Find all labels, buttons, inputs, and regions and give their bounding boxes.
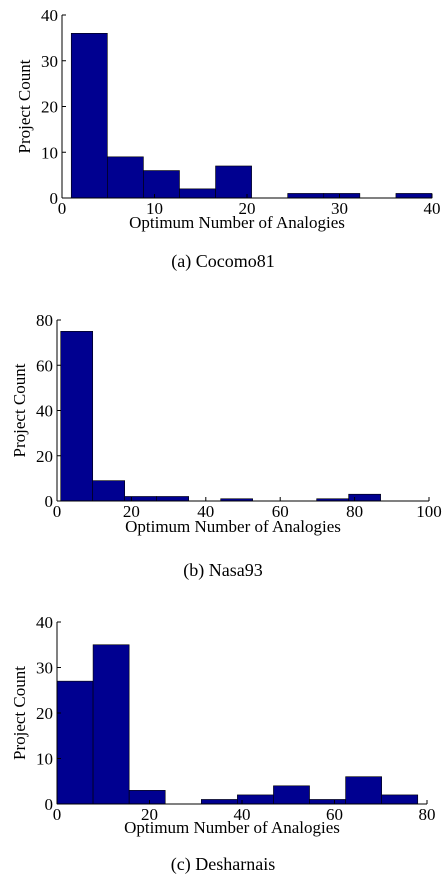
x-tick-label: 20 xyxy=(239,199,256,218)
x-tick-label: 0 xyxy=(53,805,62,824)
bar xyxy=(60,331,94,502)
x-tick-label: 60 xyxy=(326,805,343,824)
y-tick-label: 0 xyxy=(45,492,54,511)
bar xyxy=(70,32,108,199)
x-tick-label: 40 xyxy=(197,502,214,521)
x-tick-label: 80 xyxy=(346,502,363,521)
x-tick-label: 40 xyxy=(424,199,441,218)
y-tick-label: 0 xyxy=(50,189,59,208)
y-axis-label: Project Count xyxy=(10,363,29,457)
x-tick-label: 20 xyxy=(123,502,140,521)
bar xyxy=(179,188,216,199)
bar xyxy=(348,493,381,502)
bar xyxy=(395,193,433,199)
bar xyxy=(156,496,189,502)
bar xyxy=(309,799,346,805)
y-tick-label: 80 xyxy=(36,311,53,330)
bar xyxy=(273,785,310,805)
x-axis-label: Optimum Number of Analogies xyxy=(129,213,345,232)
bar xyxy=(345,776,382,805)
bar xyxy=(107,156,144,199)
x-tick-label: 30 xyxy=(331,199,348,218)
bar xyxy=(92,480,126,502)
x-axis-label: Optimum Number of Analogies xyxy=(125,517,341,536)
y-tick-label: 40 xyxy=(36,613,53,632)
bar xyxy=(201,799,238,805)
x-tick-label: 60 xyxy=(272,502,289,521)
y-tick-label: 10 xyxy=(36,750,53,769)
bar xyxy=(237,794,274,805)
x-tick-label: 0 xyxy=(53,502,62,521)
y-tick-label: 20 xyxy=(41,98,58,117)
y-tick-label: 30 xyxy=(36,659,53,678)
caption: (b) Nasa93 xyxy=(183,560,262,581)
caption: (a) Cocomo81 xyxy=(171,251,274,272)
y-tick-label: 40 xyxy=(36,402,53,421)
y-tick-label: 40 xyxy=(41,6,58,25)
bar xyxy=(92,644,130,805)
y-tick-label: 20 xyxy=(36,704,53,723)
x-axis-label: Optimum Number of Analogies xyxy=(124,818,340,837)
x-tick-label: 10 xyxy=(146,199,163,218)
bar xyxy=(124,496,157,502)
bar xyxy=(215,165,252,199)
y-tick-label: 10 xyxy=(41,143,58,162)
bar xyxy=(381,794,419,805)
y-tick-label: 30 xyxy=(41,52,58,71)
bar xyxy=(287,193,325,199)
bar xyxy=(323,193,361,199)
y-axis-label: Project Count xyxy=(10,666,29,760)
bar xyxy=(56,680,94,805)
x-tick-label: 100 xyxy=(416,502,442,521)
x-tick-label: 20 xyxy=(141,805,158,824)
x-tick-label: 0 xyxy=(58,199,67,218)
y-tick-label: 60 xyxy=(36,356,53,375)
x-tick-label: 80 xyxy=(419,805,436,824)
bar xyxy=(143,170,180,199)
y-axis-label: Project Count xyxy=(15,59,34,153)
caption: (c) Desharnais xyxy=(171,854,275,875)
x-tick-label: 40 xyxy=(234,805,251,824)
bar xyxy=(128,790,166,805)
y-tick-label: 0 xyxy=(45,795,54,814)
y-tick-label: 20 xyxy=(36,447,53,466)
